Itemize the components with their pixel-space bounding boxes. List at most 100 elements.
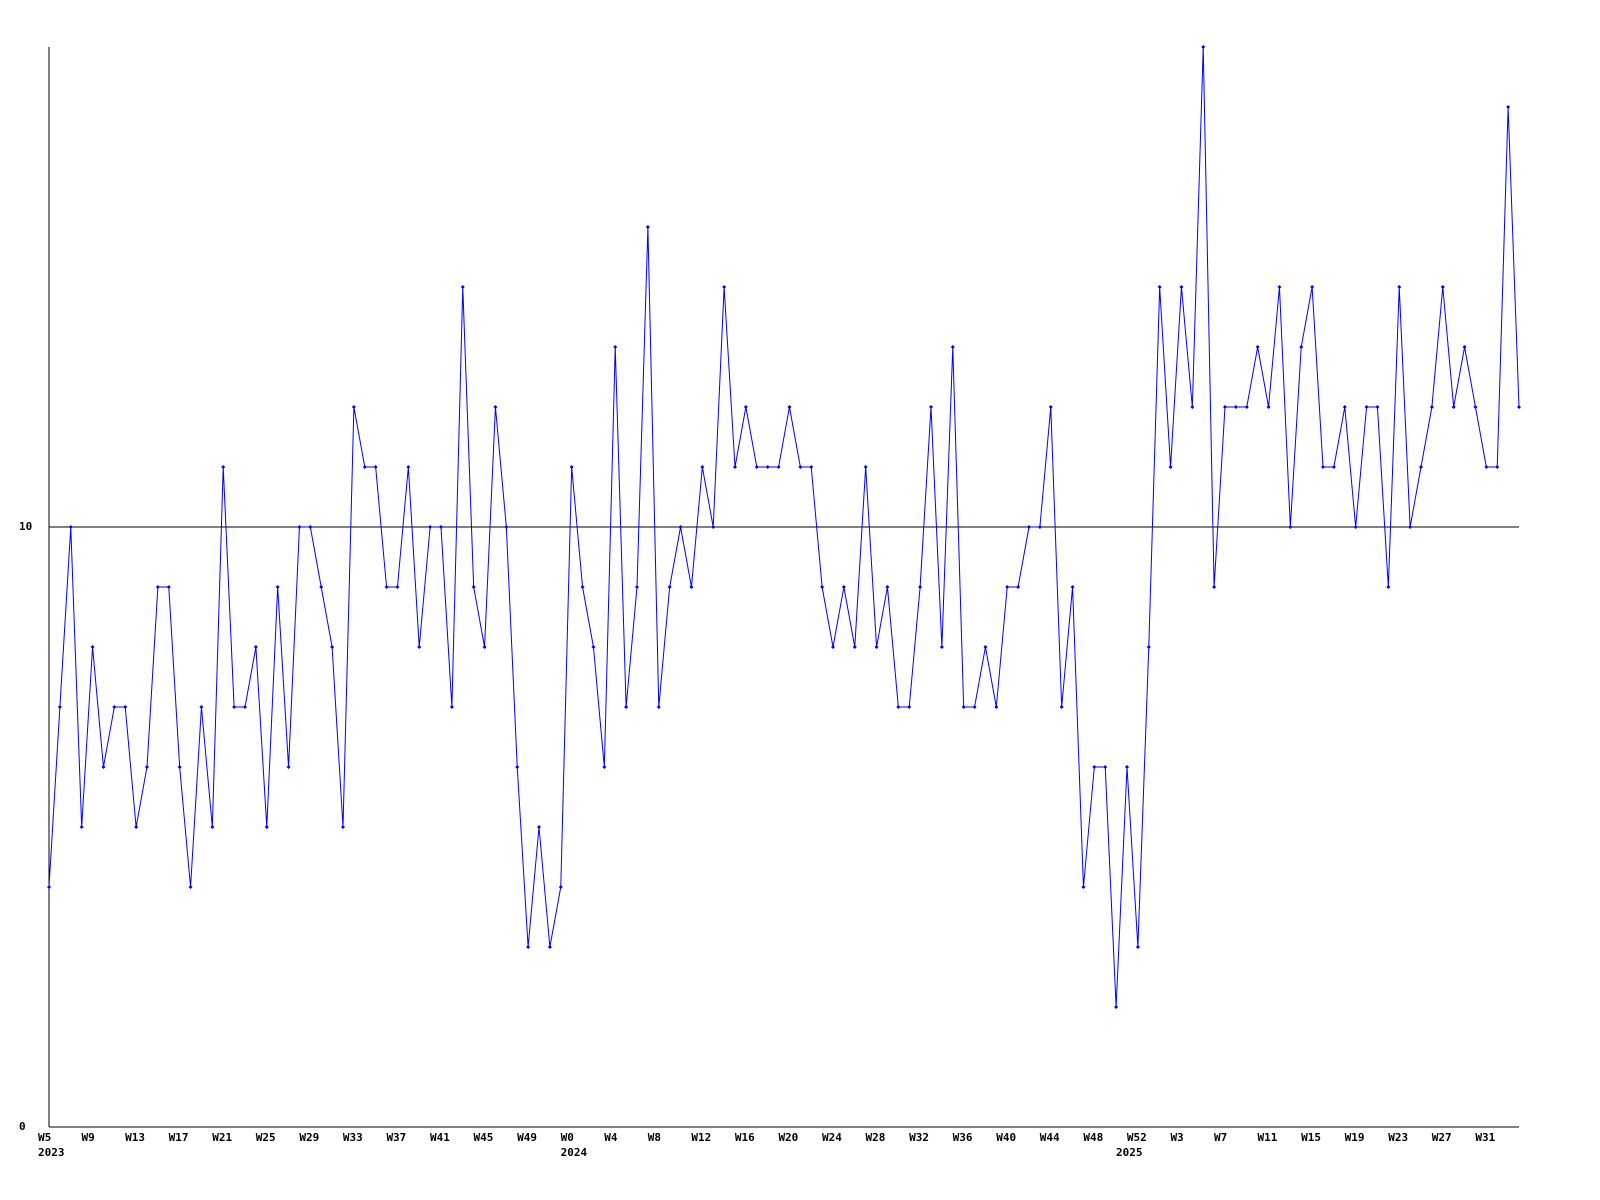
x-tick-label: W37 — [386, 1131, 406, 1144]
point — [166, 585, 171, 589]
x-tick-label: W33 — [343, 1131, 363, 1144]
point — [754, 465, 759, 469]
point — [145, 765, 149, 769]
point — [700, 465, 705, 469]
y-tick-label: 10 — [19, 520, 32, 533]
point — [1125, 765, 1129, 769]
point — [1462, 345, 1467, 349]
point — [1103, 765, 1108, 769]
point — [1266, 405, 1271, 409]
point — [1092, 765, 1097, 769]
point — [1190, 405, 1195, 409]
point — [79, 825, 84, 829]
series-line — [48, 46, 1520, 1008]
point — [1027, 525, 1031, 529]
point — [1408, 525, 1413, 529]
point — [449, 705, 454, 709]
point — [101, 765, 106, 769]
point — [1440, 285, 1445, 289]
point — [1353, 525, 1358, 529]
point — [722, 285, 727, 289]
point — [733, 465, 737, 469]
point — [558, 885, 563, 889]
point — [787, 405, 792, 409]
point — [1364, 405, 1369, 409]
point — [1299, 345, 1304, 349]
point — [667, 585, 672, 589]
point — [188, 885, 193, 889]
x-tick-label: W31 — [1475, 1131, 1495, 1144]
point — [319, 585, 324, 589]
point — [907, 705, 912, 709]
point — [874, 645, 879, 649]
point — [885, 585, 890, 589]
x-tick-label: W13 — [125, 1131, 145, 1144]
x-tick-label: W19 — [1345, 1131, 1365, 1144]
point — [929, 405, 933, 409]
point — [493, 405, 498, 409]
point — [428, 525, 433, 529]
point — [134, 825, 139, 829]
x-year-label: 2023 — [38, 1146, 65, 1159]
x-tick-label: W9 — [82, 1131, 95, 1144]
x-tick-label: W29 — [299, 1131, 319, 1144]
point — [1386, 585, 1391, 589]
point — [918, 585, 923, 589]
point — [351, 405, 356, 409]
x-tick-label: W16 — [735, 1131, 755, 1144]
point — [1233, 405, 1238, 409]
point — [645, 225, 650, 229]
point — [776, 465, 781, 469]
point — [1331, 465, 1336, 469]
point — [253, 645, 258, 649]
point — [939, 645, 944, 649]
point — [210, 825, 215, 829]
point — [1168, 465, 1173, 469]
point — [1244, 405, 1249, 409]
x-tick-label: W40 — [996, 1131, 1016, 1144]
point — [112, 705, 117, 709]
x-tick-label: W44 — [1040, 1131, 1060, 1144]
point — [1288, 525, 1293, 529]
point — [232, 705, 237, 709]
point — [1255, 345, 1260, 349]
point — [330, 645, 335, 649]
point — [1321, 465, 1325, 469]
point — [1342, 405, 1347, 409]
point — [994, 705, 999, 709]
point — [1201, 45, 1206, 49]
x-tick-label: W20 — [778, 1131, 798, 1144]
point — [831, 645, 835, 649]
x-tick-label: W32 — [909, 1131, 929, 1144]
point — [526, 945, 531, 949]
point — [809, 465, 814, 469]
x-tick-label: W12 — [691, 1131, 711, 1144]
point — [689, 585, 694, 589]
point — [863, 465, 868, 469]
point — [1429, 405, 1434, 409]
point — [972, 705, 977, 709]
point — [504, 525, 509, 529]
point — [1037, 525, 1042, 529]
point — [417, 645, 422, 649]
point — [264, 825, 269, 829]
point — [1212, 585, 1217, 589]
point — [395, 585, 400, 589]
x-tick-label: W28 — [866, 1131, 886, 1144]
point — [711, 525, 716, 529]
point — [1081, 885, 1086, 889]
point — [1005, 585, 1010, 589]
x-year-label: 2025 — [1116, 1146, 1143, 1159]
point — [384, 585, 389, 589]
x-year-label: 2024 — [561, 1146, 588, 1159]
x-tick-label: W21 — [212, 1131, 232, 1144]
x-tick-label: W3 — [1170, 1131, 1183, 1144]
point — [1419, 465, 1423, 469]
point — [961, 705, 966, 709]
x-tick-label: W8 — [648, 1131, 661, 1144]
x-tick-label: W52 — [1127, 1131, 1147, 1144]
point — [983, 645, 988, 649]
point — [1495, 465, 1500, 469]
